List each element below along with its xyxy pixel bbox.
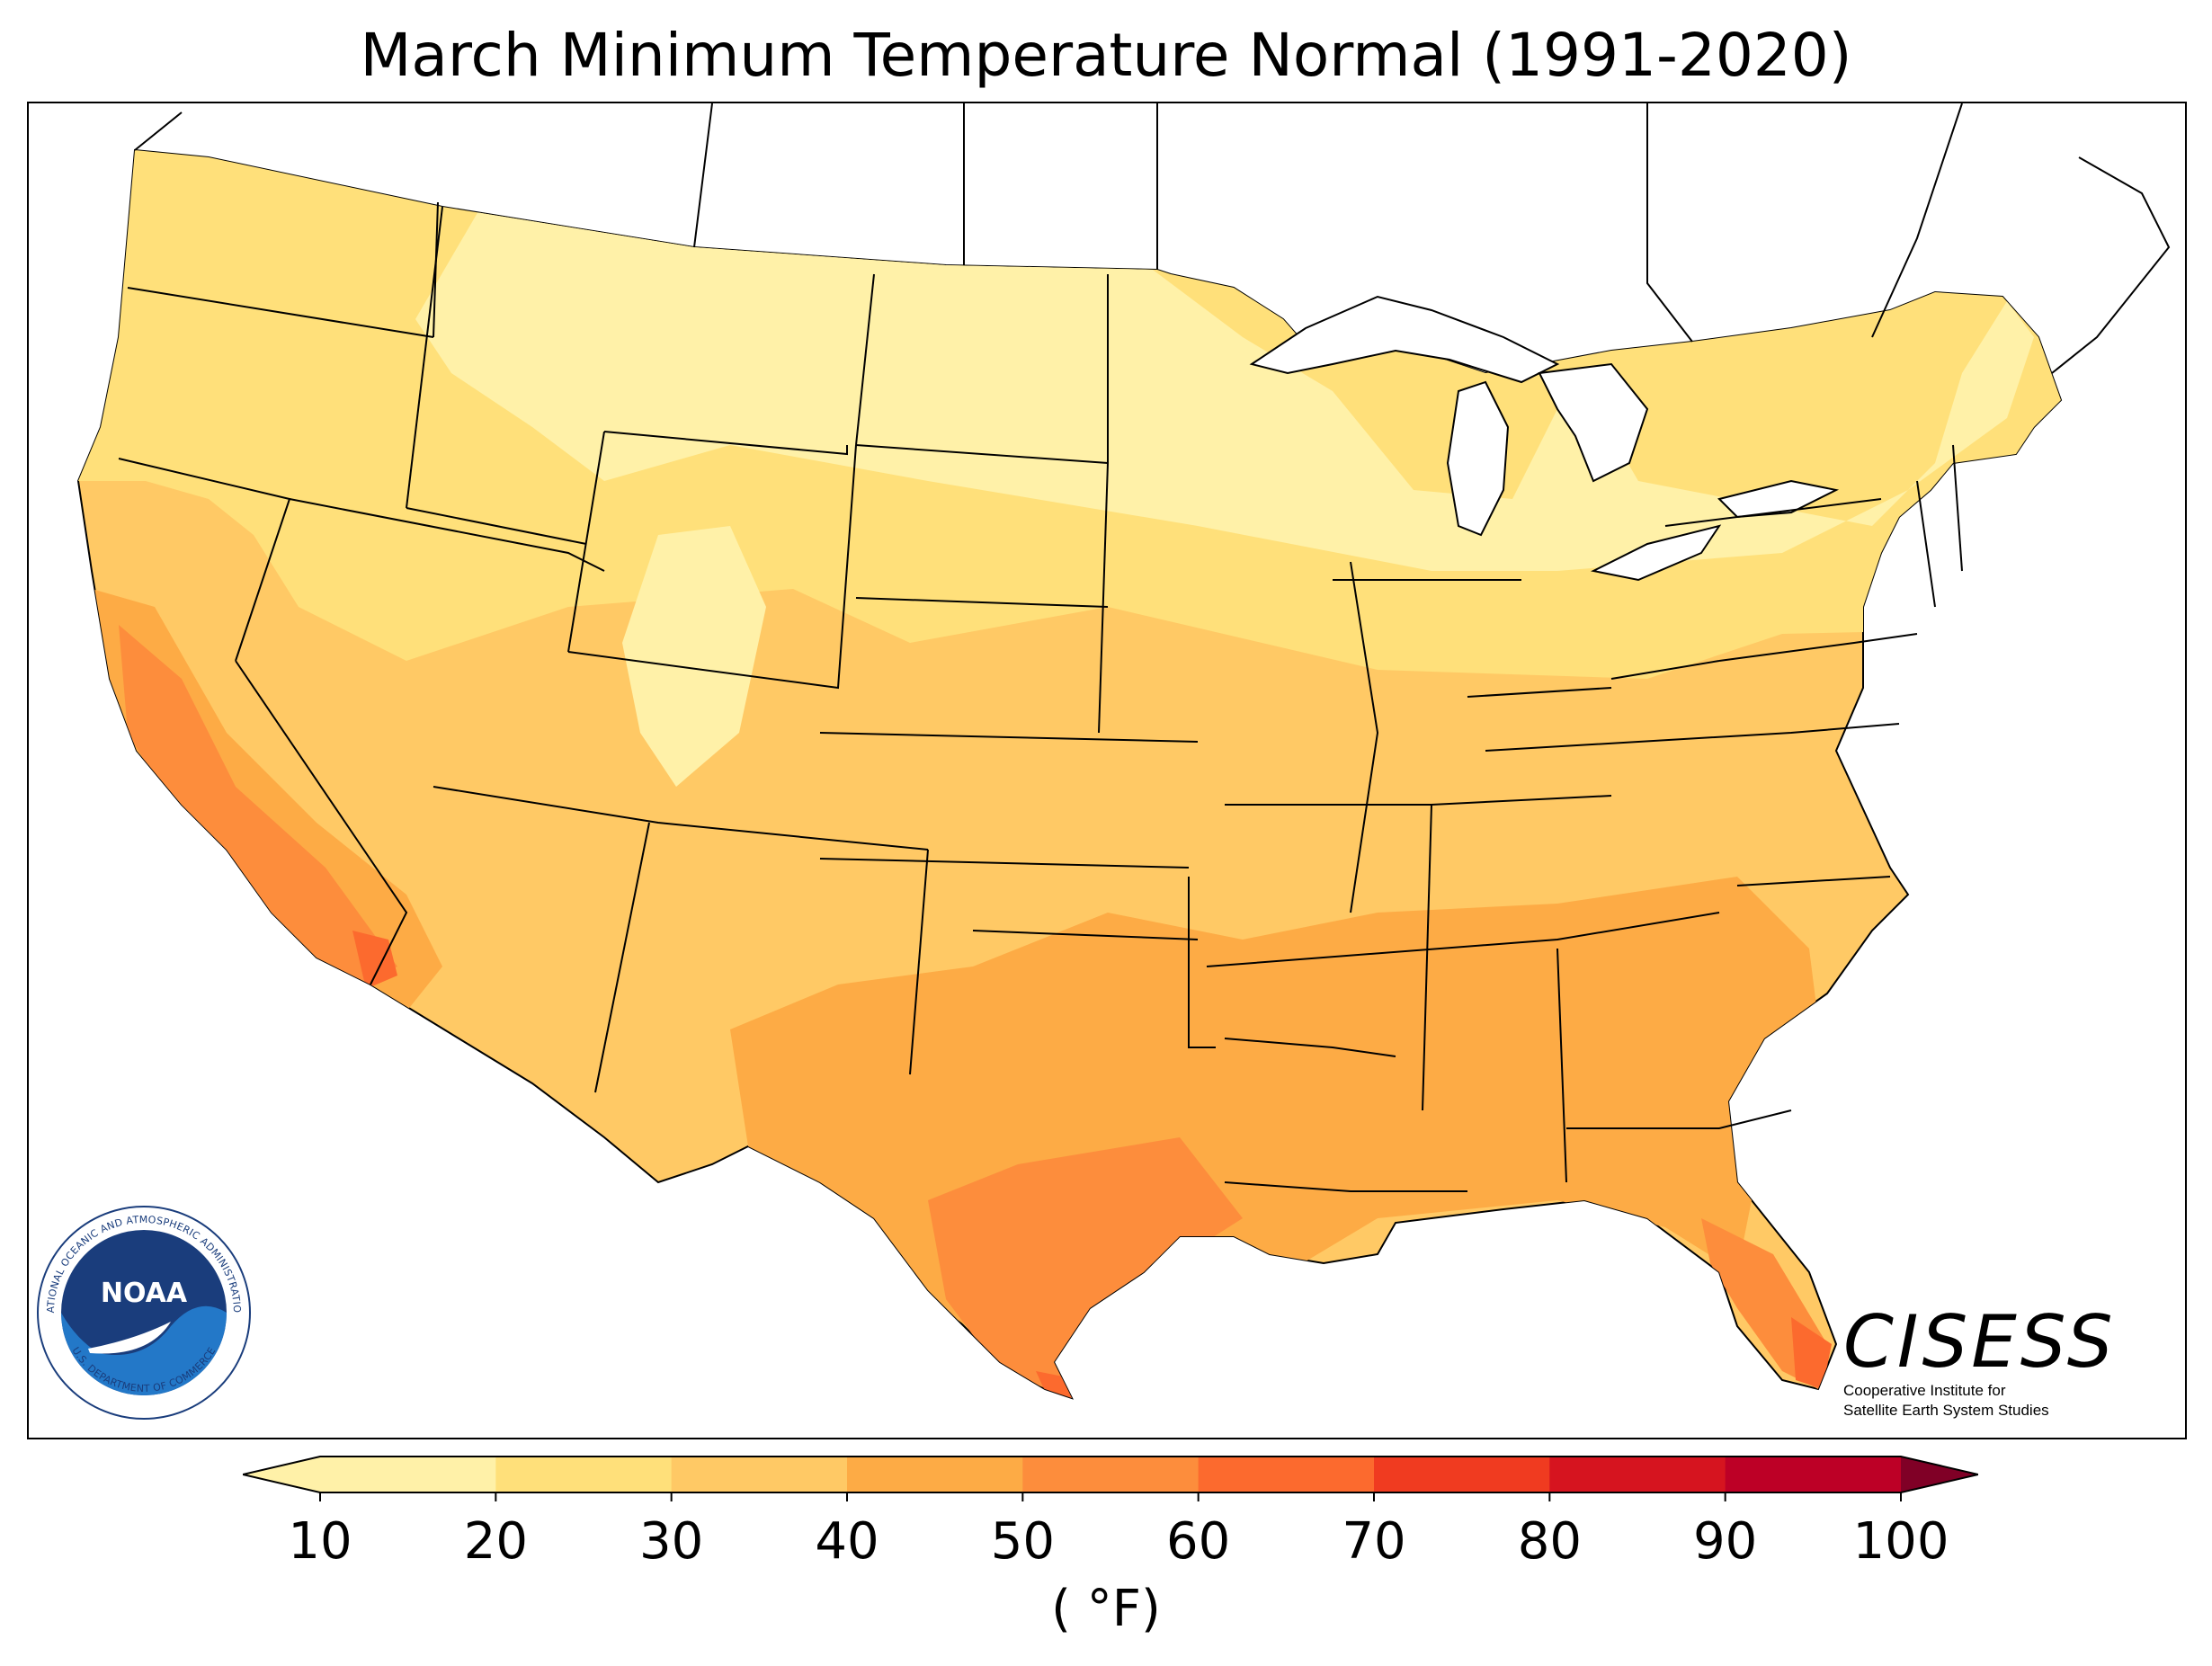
cisess-logo: CISESS Cooperative Institute for Satelli… xyxy=(1843,1304,2149,1421)
colorbar-tick-label: 70 xyxy=(1342,1512,1406,1571)
band-10-20-rockies xyxy=(622,526,766,787)
lake-huron xyxy=(1538,362,1649,483)
colorbar-tick-label: 90 xyxy=(1693,1512,1758,1571)
colorbar-extend-high xyxy=(1901,1457,1978,1492)
us-temperature-map xyxy=(76,103,2171,1400)
band-50-60 xyxy=(119,625,1827,1398)
colorbar-ticks: 10 20 30 40 50 60 70 80 90 100 xyxy=(0,1510,2212,1573)
cisess-subtitle-1: Cooperative Institute for xyxy=(1843,1382,2006,1399)
colorbar-segment xyxy=(847,1457,1023,1492)
colorbar-segment xyxy=(1198,1457,1375,1492)
colorbar-unit: ( °F) xyxy=(1051,1580,1161,1638)
map-panel xyxy=(27,102,2187,1439)
colorbar-tick-label: 20 xyxy=(463,1512,528,1571)
noaa-emblem: NOAA NATIONAL OCEANIC AND ATMOSPHERIC AD… xyxy=(32,1196,251,1420)
lake-michigan xyxy=(1446,380,1510,537)
colorbar-segment xyxy=(1374,1457,1550,1492)
cisess-wordmark: CISESS xyxy=(1843,1300,2117,1384)
svg-text:NOAA: NOAA xyxy=(101,1278,188,1309)
colorbar-extend-low xyxy=(243,1457,320,1492)
colorbar-segment xyxy=(495,1457,673,1492)
colorbar-tick-label: 80 xyxy=(1517,1512,1582,1571)
colorbar-tick-label: 50 xyxy=(990,1512,1055,1571)
colorbar-tick-label: 60 xyxy=(1166,1512,1231,1571)
great-lakes xyxy=(1249,295,1840,582)
colorbar-tick-label: 30 xyxy=(639,1512,704,1571)
colorbar-graphic xyxy=(243,1456,1978,1501)
state-boundaries xyxy=(118,201,1963,1192)
colorbar-segment xyxy=(1549,1457,1726,1492)
colorbar-tick-label: 10 xyxy=(288,1512,352,1571)
colorbar-segment xyxy=(1022,1457,1200,1492)
lake-ontario xyxy=(1717,479,1840,519)
cisess-subtitle-2: Satellite Earth System Studies xyxy=(1843,1402,2049,1419)
lake-erie xyxy=(1590,524,1722,582)
colorbar-segment xyxy=(1725,1457,1902,1492)
band-40-50 xyxy=(78,571,1827,1362)
colorbar xyxy=(243,1448,1978,1501)
colorbar-tick-label: 40 xyxy=(815,1512,879,1571)
colorbar-segment xyxy=(320,1457,496,1492)
colorbar-tick-label: 100 xyxy=(1852,1512,1949,1571)
band-10-20 xyxy=(415,211,2034,571)
noaa-logo: NOAA NATIONAL OCEANIC AND ATMOSPHERIC AD… xyxy=(32,1196,252,1421)
international-borders xyxy=(134,103,2171,374)
colorbar-segment xyxy=(671,1457,848,1492)
map-title: March Minimum Temperature Normal (1991-2… xyxy=(360,21,1852,90)
